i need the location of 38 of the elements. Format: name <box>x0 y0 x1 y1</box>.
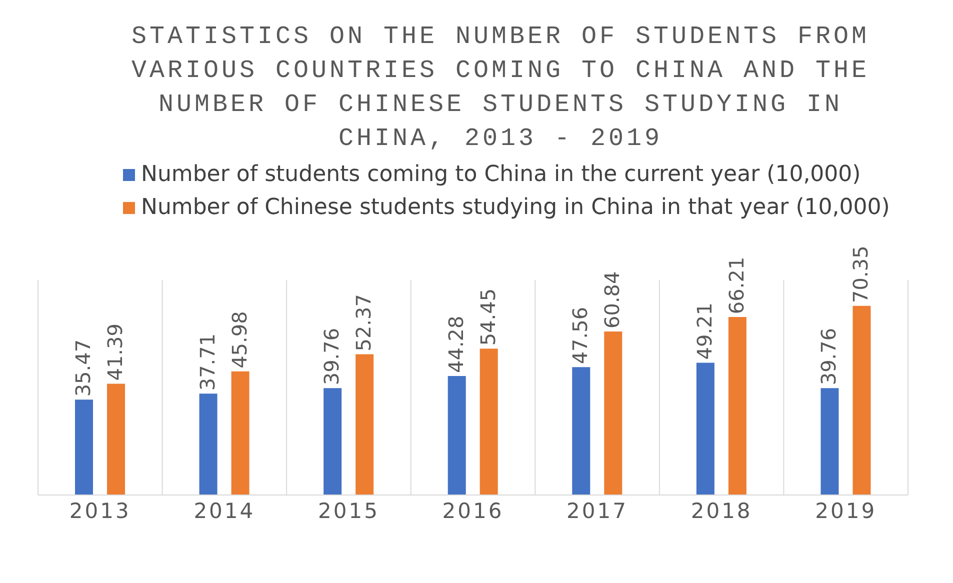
data-label: 66.21 <box>724 256 748 314</box>
bar <box>728 317 746 495</box>
bar <box>604 331 622 495</box>
data-label: 60.84 <box>600 271 624 328</box>
bar <box>356 354 374 495</box>
bar <box>199 394 218 495</box>
data-label: 49.21 <box>692 302 716 360</box>
x-tick-label: 2014 <box>194 498 256 523</box>
legend-label: Number of Chinese students studying in China in that year (10,000) <box>141 195 890 220</box>
legend-label: Number of students coming to China in the current year (10,000) <box>141 162 861 187</box>
data-label: 39.76 <box>816 328 841 386</box>
data-label: 44.28 <box>444 316 468 373</box>
x-tick-label: 2013 <box>69 498 131 523</box>
bar <box>75 400 93 495</box>
x-tick-label: 2018 <box>690 498 752 523</box>
x-tick-label: 2017 <box>566 498 628 523</box>
data-label: 37.71 <box>195 333 220 391</box>
chart-title: STATISTICS ON THE NUMBER OF STUDENTS FROM VARIOUS COUNTRIES COMING TO CHINA AND THE NUMBER OF CHINESE STUDENTS STUDYING IN CHINA, 2013 - 2019 <box>130 21 871 155</box>
bar <box>572 367 590 495</box>
bar <box>852 306 871 495</box>
data-label: 70.35 <box>848 246 873 303</box>
data-label: 52.37 <box>352 294 376 352</box>
data-label: 54.45 <box>476 288 500 346</box>
data-label: 35.47 <box>71 339 95 397</box>
data-label: 41.39 <box>103 324 127 381</box>
bar <box>107 384 125 495</box>
bar <box>448 376 466 495</box>
bar <box>696 362 714 495</box>
x-tick-label: 2015 <box>318 498 380 523</box>
x-tick-label: 2016 <box>442 498 504 523</box>
bar <box>820 388 839 495</box>
bar <box>324 388 342 495</box>
data-label: 45.98 <box>227 311 252 368</box>
x-tick-label: 2019 <box>815 498 877 523</box>
data-label: 39.76 <box>320 328 344 386</box>
bar <box>231 371 250 495</box>
bar <box>480 348 498 495</box>
data-label: 47.56 <box>568 306 592 364</box>
